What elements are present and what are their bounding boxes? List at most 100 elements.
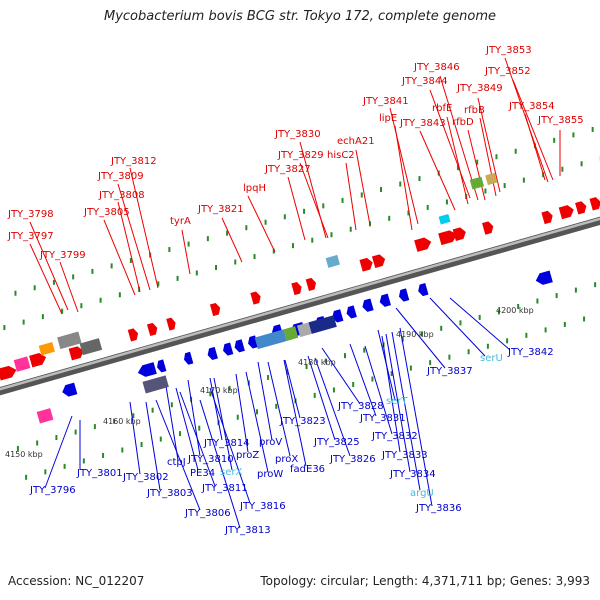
gene-label: JTY_3805	[83, 207, 130, 218]
gene-arrow	[209, 302, 221, 317]
scale-tick	[63, 463, 66, 469]
gene-label: JTY_3842	[507, 347, 554, 358]
feature-block	[38, 342, 55, 356]
label-leader	[179, 391, 216, 487]
scale-tick	[283, 214, 286, 220]
label-leader	[391, 331, 421, 491]
scale-tick	[168, 247, 171, 253]
scale-tick	[82, 458, 85, 464]
gene-label: JTY_3796	[29, 485, 76, 496]
scale-tick	[118, 292, 121, 298]
gene-label: JTY_3849	[456, 83, 503, 94]
gene-label: lipE	[379, 113, 397, 124]
scale-tick	[322, 203, 325, 209]
scale-tick	[324, 358, 327, 364]
scale-tick	[61, 308, 64, 314]
feature-block	[325, 254, 340, 268]
scale-tick	[467, 349, 470, 355]
scale-tick	[390, 371, 393, 377]
scale-tick	[544, 327, 547, 333]
gene-label: proV	[259, 437, 282, 448]
label-leader	[209, 377, 223, 441]
gene-label: JTY_3797	[7, 231, 54, 242]
feature-block	[438, 214, 451, 225]
gene-label: rbfE	[432, 103, 452, 114]
feature-block	[469, 176, 485, 190]
gene-label: JTY_3834	[389, 469, 436, 480]
scale-tick	[503, 183, 506, 189]
gene-arrow	[62, 382, 78, 397]
label-leader	[257, 361, 273, 441]
genome-backbone	[0, 216, 600, 396]
scale-tick	[420, 331, 423, 337]
feature-block	[13, 356, 31, 372]
label-leader	[267, 361, 291, 457]
gene-label: JTY_3823	[279, 416, 326, 427]
label-leader	[59, 261, 79, 313]
gene-arrow	[291, 281, 302, 296]
label-leader	[419, 130, 456, 211]
scale-tick	[486, 343, 489, 349]
gene-arrow	[558, 205, 574, 220]
scale-tick	[275, 403, 278, 409]
scale-tick	[226, 230, 229, 236]
gene-label: JTY_3829	[277, 150, 324, 161]
label-leader-lines	[29, 57, 561, 529]
label-leader	[181, 229, 191, 275]
gene-arrow	[398, 288, 410, 302]
gene-label: JTY_3844	[401, 76, 448, 87]
scale-tick	[33, 285, 36, 291]
gene-arrow	[362, 298, 374, 312]
label-leader	[103, 219, 136, 296]
scale-tick	[52, 279, 55, 285]
gene-label: JTY_3808	[98, 190, 145, 201]
label-leader	[381, 335, 401, 453]
gene-label: JTY_3811	[201, 483, 248, 494]
gene-label: JTY_3837	[426, 366, 473, 377]
gene-arrow	[535, 270, 553, 285]
gene-label: JTY_3828	[337, 401, 384, 412]
scale-tick	[360, 192, 363, 198]
scale-tick	[563, 321, 566, 327]
scale-tick	[22, 319, 25, 325]
scale-tick	[44, 469, 47, 475]
label-leader	[349, 343, 377, 417]
label-leader	[245, 371, 269, 473]
scale-tick	[445, 199, 448, 205]
scale-tick	[426, 204, 429, 210]
gene-label: JTY_3802	[122, 472, 169, 483]
gene-label: JTY_3831	[359, 413, 406, 424]
scale-tick	[399, 181, 402, 187]
scale-tick	[121, 447, 124, 453]
scale-tick	[234, 259, 237, 265]
label-leader	[467, 129, 486, 201]
scale-tick	[253, 254, 256, 260]
gene-label: JTY_3830	[274, 129, 321, 140]
scale-tick	[572, 132, 575, 138]
scale-tick	[591, 126, 594, 132]
scale-tick	[344, 353, 347, 359]
gene-label: proZ	[236, 450, 259, 461]
scale-tick	[522, 177, 525, 183]
label-leader	[449, 297, 511, 351]
scale-tick	[407, 210, 410, 216]
scale-tick	[159, 436, 162, 442]
label-leader	[129, 167, 159, 289]
label-leader	[394, 125, 413, 231]
gene-arrow	[332, 309, 344, 323]
feature-block	[79, 338, 103, 356]
scale-tick	[303, 208, 306, 214]
label-leader	[429, 297, 486, 357]
scale-tick	[179, 431, 182, 437]
scale-tick	[16, 445, 19, 451]
gene-label: JTY_3833	[381, 450, 428, 461]
scale-tick	[151, 407, 154, 413]
label-leader	[129, 401, 141, 475]
scale-tick	[525, 332, 528, 338]
map-title: Mycobacterium bovis BCG str. Tokyo 172, …	[104, 9, 496, 24]
feature-block	[296, 322, 312, 338]
scale-tick	[583, 316, 586, 322]
gene-arrow	[305, 277, 317, 292]
scale-tick	[506, 338, 509, 344]
scale-tick	[456, 165, 459, 171]
